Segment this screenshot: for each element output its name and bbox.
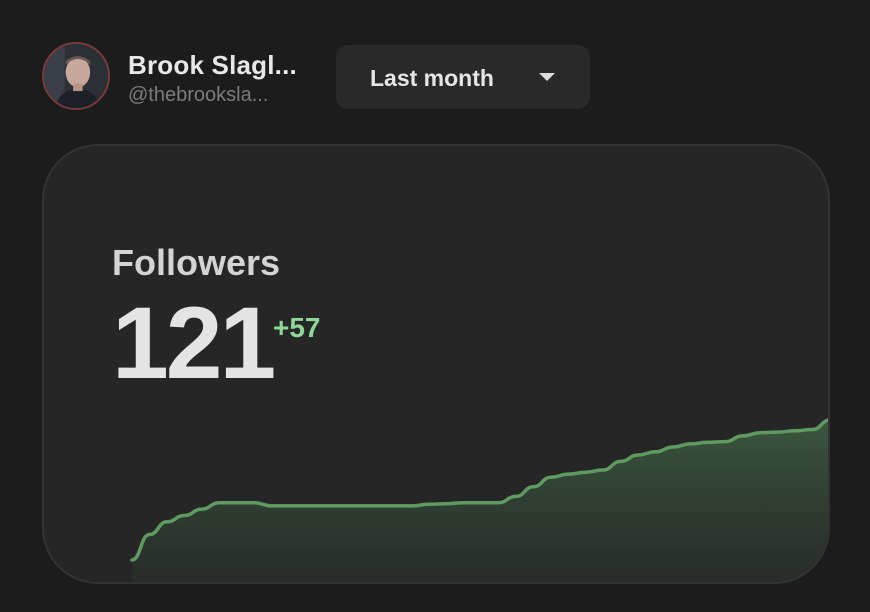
profile-name: Brook Slagl... bbox=[128, 50, 297, 80]
avatar[interactable] bbox=[42, 42, 110, 110]
metric-label: Followers bbox=[112, 242, 281, 283]
followers-card: Followers 121 +57 bbox=[42, 144, 830, 584]
metric-value: 121 bbox=[112, 286, 276, 400]
followers-chart bbox=[130, 418, 828, 582]
period-dropdown[interactable]: Last month bbox=[336, 45, 590, 109]
avatar-photo bbox=[44, 44, 108, 108]
metric-change: +57 bbox=[273, 312, 321, 343]
period-dropdown-value: Last month bbox=[370, 65, 494, 91]
chart-series-line bbox=[130, 418, 828, 562]
profile-handle: @thebrooksla... bbox=[128, 84, 269, 106]
chevron-down-icon bbox=[539, 73, 555, 81]
profile-header: Brook Slagl... @thebrooksla... Last mont… bbox=[0, 0, 870, 140]
chart-area bbox=[132, 420, 828, 582]
